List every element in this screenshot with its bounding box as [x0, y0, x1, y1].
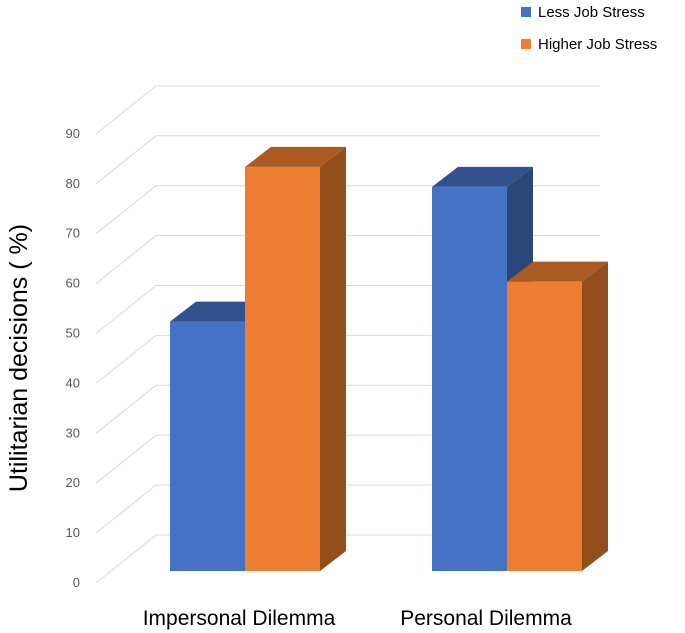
legend-swatch	[521, 7, 531, 17]
bar-front	[170, 321, 245, 571]
y-tick-label: 40	[66, 375, 80, 390]
legend: Less Job Stress Higher Job Stress	[521, 4, 657, 53]
y-tick-label: 60	[66, 276, 80, 291]
y-tick-label: 90	[66, 126, 80, 141]
legend-label: Less Job Stress	[538, 4, 645, 21]
bar-front	[245, 166, 320, 571]
y-tick-label: 80	[66, 176, 80, 191]
bar	[245, 146, 346, 571]
legend-swatch	[521, 39, 531, 49]
bar	[507, 261, 608, 571]
y-tick-label: 10	[66, 525, 80, 540]
y-tick-label: 20	[66, 475, 80, 490]
bars	[170, 146, 608, 571]
bar-top	[432, 166, 533, 187]
category-label: Impersonal Dilemma	[143, 607, 336, 630]
legend-label: Higher Job Stress	[538, 36, 657, 53]
gridline	[95, 135, 600, 185]
y-tick-label: 0	[73, 575, 80, 590]
y-axis-label: Utilitarian decisions ( %)	[5, 224, 33, 492]
y-tick-label: 50	[66, 326, 80, 341]
bar-front	[432, 186, 507, 571]
gridlines	[95, 85, 600, 584]
y-tick-labels: 0 10 20 30 40 50 60 70 80 90	[66, 126, 80, 590]
legend-item: Less Job Stress	[521, 4, 645, 21]
y-tick-label: 70	[66, 226, 80, 241]
category-label: Personal Dilemma	[400, 607, 572, 630]
legend-item: Higher Job Stress	[521, 36, 657, 53]
bar-top	[245, 146, 346, 167]
bar-side	[582, 261, 608, 571]
y-tick-label: 30	[66, 425, 80, 440]
category-labels: Impersonal Dilemma Personal Dilemma	[143, 607, 572, 630]
gridline	[95, 85, 600, 135]
bar-side	[320, 146, 346, 571]
bar-front	[507, 281, 582, 571]
bar-top	[507, 261, 608, 282]
